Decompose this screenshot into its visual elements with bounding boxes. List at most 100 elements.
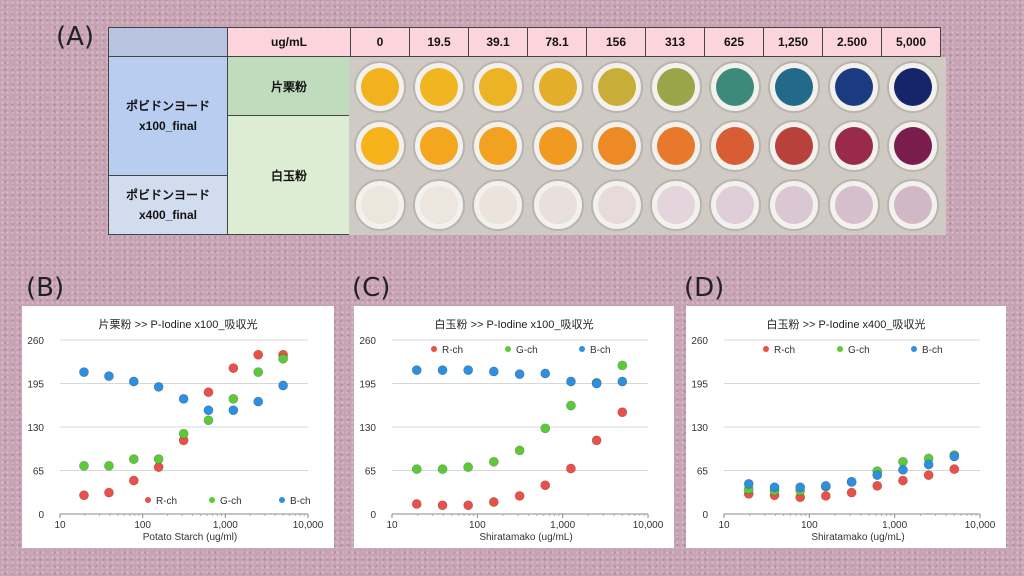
- well: [886, 179, 939, 231]
- well-solution: [893, 68, 932, 106]
- well: [650, 120, 702, 172]
- well: [827, 179, 880, 231]
- data-point-r-ch: [411, 499, 422, 509]
- chart-title: 片栗粉 >> P-Iodine x100_吸収光: [99, 317, 258, 331]
- conc-header: 2.500: [822, 27, 882, 57]
- data-point-g-ch: [104, 460, 114, 471]
- data-point-r-ch: [872, 480, 883, 491]
- well: [886, 120, 939, 172]
- data-point-b-ch: [411, 365, 422, 376]
- well-solution: [420, 127, 459, 165]
- chart-d-svg: 白玉粉 >> P-Iodine x400_吸収光 0 65 130 195 260 10 10…: [691, 317, 995, 543]
- conc-header: 156: [586, 27, 646, 57]
- data-point-r-ch: [488, 497, 499, 507]
- well: [413, 61, 466, 113]
- data-point-r-ch: [820, 491, 831, 501]
- data-point-g-ch: [514, 445, 525, 456]
- legend-label: R-ch: [442, 345, 463, 356]
- legend-label: B-ch: [922, 345, 943, 356]
- well: [827, 120, 880, 172]
- well-solution: [538, 127, 577, 165]
- y-tick-label: 0: [38, 510, 44, 521]
- data-point-g-ch: [488, 456, 499, 467]
- x-axis-label: Shiratamako (ug/mL): [811, 532, 904, 543]
- conc-header: 0: [350, 27, 410, 57]
- conc-header: 313: [645, 27, 705, 57]
- legend-marker: [209, 497, 215, 503]
- data-point-r-ch: [846, 487, 857, 498]
- data-point-g-ch: [178, 428, 189, 439]
- well-solution: [834, 186, 873, 224]
- well: [768, 61, 821, 113]
- legend-marker: [505, 346, 511, 352]
- well-solution: [420, 68, 459, 106]
- well: [709, 179, 762, 231]
- data-point-r-ch: [566, 463, 576, 474]
- panel-label-b: (B): [26, 273, 65, 303]
- unit-header: ug/mL: [227, 27, 351, 57]
- data-point-b-ch: [104, 371, 114, 382]
- table-corner: [108, 27, 228, 57]
- y-tick-label: 65: [697, 467, 709, 478]
- data-point-r-ch: [437, 500, 448, 511]
- data-point-b-ch: [591, 378, 602, 389]
- chart-title: 白玉粉 >> P-Iodine x100_吸収光: [435, 317, 594, 331]
- legend-label: R-ch: [774, 345, 795, 356]
- conc-header: 5,000: [881, 27, 941, 57]
- panel-label-c: (C): [352, 273, 391, 303]
- data-point-g-ch: [253, 367, 264, 378]
- x-tick-label: 100: [134, 520, 151, 531]
- x-tick-label: 100: [801, 520, 818, 531]
- well: [472, 120, 525, 172]
- well: [590, 61, 643, 113]
- well: [709, 61, 762, 113]
- data-point-r-ch: [898, 475, 908, 486]
- well-solution: [420, 186, 459, 224]
- data-point-b-ch: [566, 376, 576, 387]
- well-solution: [538, 68, 577, 106]
- well: [650, 179, 702, 231]
- y-tick-label: 65: [365, 467, 377, 478]
- chart-b: 片栗粉 >> P-Iodine x100_吸収光 0 65 130 195 260 10 10…: [22, 306, 334, 548]
- data-point-g-ch: [437, 464, 448, 475]
- well-solution: [479, 68, 518, 106]
- x-tick-label: 10: [386, 520, 398, 531]
- legend-marker: [579, 346, 585, 352]
- panel-label-d: (D): [684, 273, 725, 303]
- well: [354, 120, 406, 172]
- well-solution: [479, 127, 518, 165]
- x-tick-label: 10: [54, 520, 66, 531]
- chart-title: 白玉粉 >> P-Iodine x400_吸収光: [767, 317, 926, 331]
- reagent-label-x400: ポビドンヨード x400_final: [108, 175, 228, 235]
- conc-header: 39.1: [468, 27, 528, 57]
- well-solution: [775, 186, 814, 224]
- x-tick-label: 1,000: [882, 520, 907, 531]
- well: [354, 179, 406, 231]
- conc-header: 1,250: [763, 27, 823, 57]
- conc-header: 78.1: [527, 27, 587, 57]
- well: [531, 120, 584, 172]
- plate-table: ug/mL 0 19.5 39.1 78.1 156 313 625 1,250…: [108, 27, 946, 235]
- legend-marker: [145, 497, 151, 503]
- well-solution: [597, 68, 636, 106]
- y-tick-label: 0: [370, 510, 376, 521]
- y-tick-label: 0: [702, 510, 708, 521]
- y-tick-label: 195: [27, 380, 44, 391]
- data-point-r-ch: [923, 470, 934, 481]
- legend-marker: [279, 497, 285, 503]
- well-solution: [361, 186, 399, 224]
- data-point-r-ch: [228, 363, 239, 374]
- x-tick-label: 1,000: [550, 520, 575, 531]
- reagent-name: ポビドンヨード: [125, 99, 210, 113]
- well: [531, 179, 584, 231]
- data-point-g-ch: [79, 460, 89, 471]
- x-tick-label: 10: [718, 520, 730, 531]
- legend-label: G-ch: [848, 345, 870, 356]
- well-solution: [597, 186, 636, 224]
- data-point-r-ch: [617, 407, 628, 418]
- data-point-b-ch: [278, 380, 289, 391]
- reagent-name: ポビドンヨード: [125, 188, 210, 202]
- conc-header: 19.5: [409, 27, 469, 57]
- y-tick-label: 260: [691, 336, 708, 347]
- legend-marker: [763, 346, 769, 352]
